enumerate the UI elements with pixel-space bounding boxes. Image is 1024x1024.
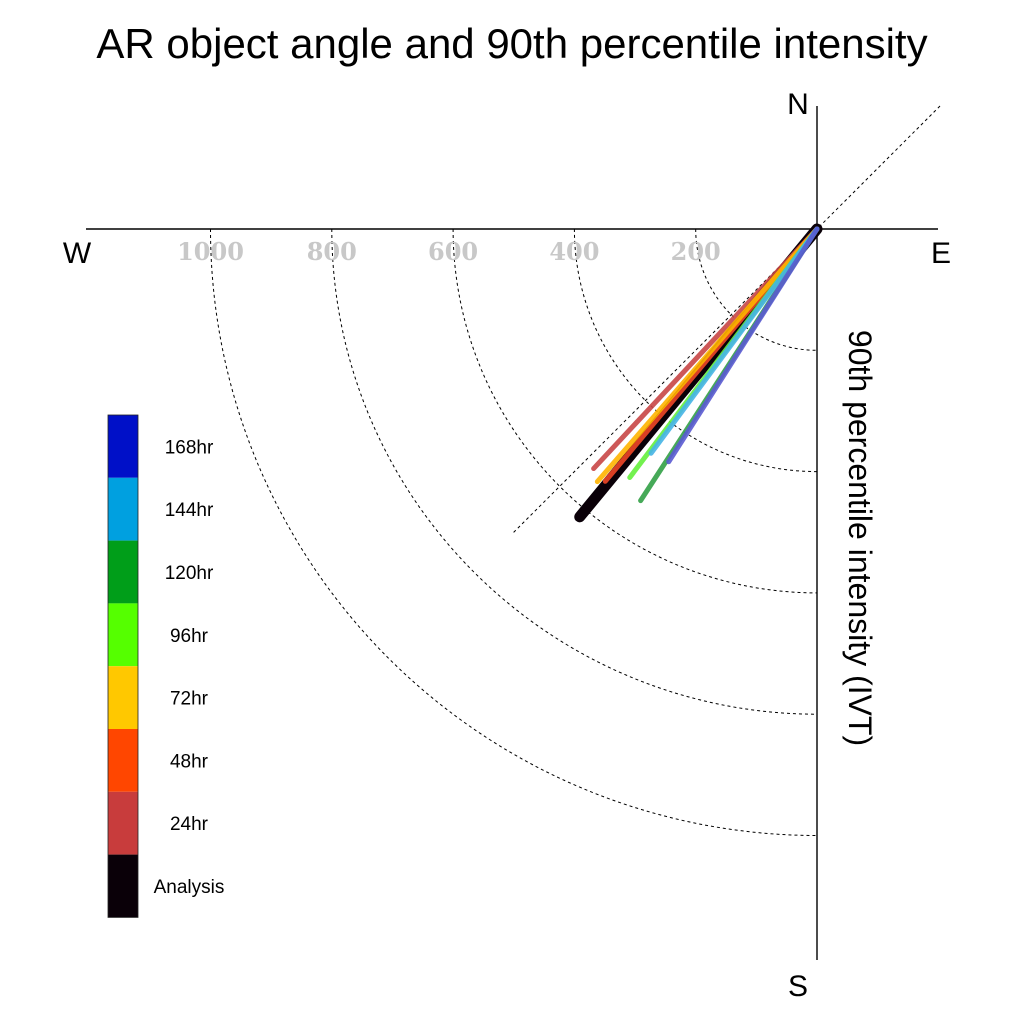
tick-label-400: 400	[549, 237, 599, 266]
legend-label-analysis: Analysis	[154, 877, 225, 898]
reference-diagonal	[512, 105, 941, 534]
chart-title: AR object angle and 90th percentile inte…	[96, 20, 927, 67]
series-line-168hr	[666, 226, 820, 465]
legend-swatch-96hr	[108, 603, 138, 667]
series-line-72hr	[594, 226, 820, 485]
tick-label-1000: 1000	[177, 237, 244, 266]
legend-swatch-168hr	[108, 415, 138, 478]
legend-frame	[107, 414, 139, 918]
range-ring-800	[331, 228, 818, 715]
legend-label-168hr: 168hr	[165, 437, 214, 458]
compass-east: E	[931, 237, 951, 270]
legend-swatch-120hr	[108, 540, 138, 604]
range-ring-600	[452, 228, 818, 594]
reference-line	[512, 105, 941, 534]
legend-swatch-144hr	[108, 477, 138, 541]
range-ring-1000	[210, 228, 818, 836]
tick-label-800: 800	[307, 237, 357, 266]
y-axis-label: 90th percentile intensity (IVT)	[842, 330, 878, 746]
tick-label-600: 600	[428, 237, 478, 266]
range-ring-200	[695, 228, 818, 351]
series-lines	[574, 223, 823, 523]
compass-north: N	[787, 88, 809, 121]
legend-swatch-48hr	[108, 729, 138, 792]
legend-swatch-analysis	[108, 854, 138, 918]
legend-label-24hr: 24hr	[170, 814, 209, 835]
compass-south: S	[788, 970, 808, 1003]
legend: 168hr 144hr 120hr 96hr 72hr 48hr 24hr Analysis	[107, 414, 225, 918]
legend-label-120hr: 120hr	[165, 563, 214, 584]
range-ring-400	[573, 228, 818, 473]
legend-swatch-24hr	[108, 791, 138, 855]
legend-swatch-72hr	[108, 666, 138, 729]
legend-label-48hr: 48hr	[170, 751, 209, 772]
legend-label-96hr: 96hr	[170, 626, 209, 647]
radial-grid	[210, 228, 818, 836]
legend-label-144hr: 144hr	[165, 500, 214, 521]
series-line-144hr	[648, 226, 820, 456]
tick-label-200: 200	[671, 237, 721, 266]
compass-west: W	[63, 237, 92, 270]
radial-tick-labels: 200 400 600 800 1000	[177, 237, 721, 266]
legend-label-72hr: 72hr	[170, 689, 209, 710]
